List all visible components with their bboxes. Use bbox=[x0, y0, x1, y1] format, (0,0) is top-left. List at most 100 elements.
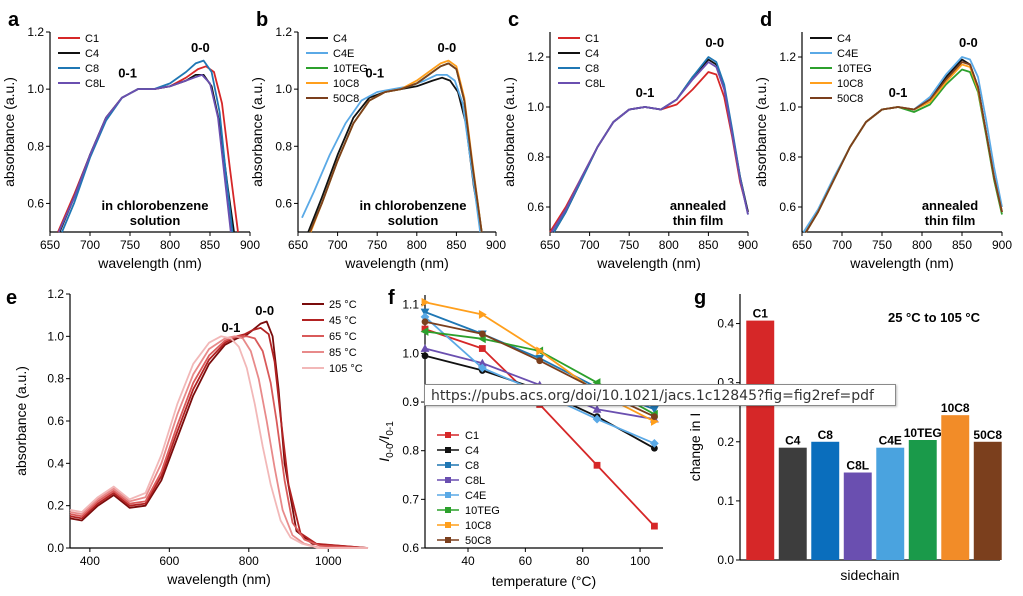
data-point bbox=[536, 357, 544, 365]
condition-note-line1: in chlorobenzene bbox=[360, 198, 467, 213]
legend-marker bbox=[445, 537, 451, 543]
x-axis-title: wavelength (nm) bbox=[596, 255, 701, 271]
panel-label: g bbox=[694, 287, 706, 309]
data-point bbox=[478, 345, 486, 352]
legend-label: C8 bbox=[85, 63, 99, 75]
series-line-25C bbox=[69, 320, 369, 549]
panel-label: b bbox=[256, 9, 268, 31]
y-tick-label: 0.4 bbox=[717, 317, 734, 331]
x-tick-label: 700 bbox=[580, 238, 600, 252]
x-tick-label: 700 bbox=[328, 238, 348, 252]
x-tick-label: 750 bbox=[872, 238, 892, 252]
series-line-50C8 bbox=[309, 62, 483, 233]
legend-label: 10C8 bbox=[333, 78, 359, 90]
legend-label: 10TEG bbox=[837, 63, 872, 75]
x-tick-label: 850 bbox=[446, 238, 466, 252]
x-axis-title: wavelength (nm) bbox=[97, 255, 202, 271]
y-axis-title: absorbance (a.u.) bbox=[249, 77, 265, 187]
data-point bbox=[536, 346, 545, 356]
x-tick-label: 900 bbox=[992, 238, 1012, 252]
y-tick-label: 1.0 bbox=[47, 329, 64, 343]
y-tick-label: 0.9 bbox=[402, 395, 419, 409]
x-tick-label: 800 bbox=[659, 238, 679, 252]
y-tick-label: 0.8 bbox=[27, 139, 44, 153]
annotation-0-0: 0-0 bbox=[191, 40, 210, 55]
x-tick-label: 750 bbox=[120, 238, 140, 252]
annotation-0-1: 0-1 bbox=[889, 85, 908, 100]
y-axis-title: absorbance (a.u.) bbox=[501, 77, 517, 187]
y-tick-label: 0.6 bbox=[527, 200, 544, 214]
panel-a: a 650 700 750 800 850 900 0.6 0.8 1.0 1.2 wavelengt… bbox=[1, 9, 260, 271]
x-tick-label: 900 bbox=[738, 238, 758, 252]
y-tick-label: 1.2 bbox=[527, 50, 544, 64]
y-tick-label: 0.8 bbox=[527, 150, 544, 164]
bar-10C8 bbox=[941, 415, 970, 560]
bar-label: C8L bbox=[846, 459, 869, 473]
bar-C1 bbox=[746, 320, 775, 560]
x-tick-label: 850 bbox=[952, 238, 972, 252]
x-tick-label: 40 bbox=[461, 554, 475, 568]
legend-marker bbox=[445, 507, 451, 513]
legend-label: 10TEG bbox=[465, 505, 500, 517]
annotation-0-1: 0-1 bbox=[365, 66, 384, 81]
bar-label: C1 bbox=[753, 307, 769, 321]
y-axis-title: change in I bbox=[687, 413, 703, 482]
y-tick-label: 1.0 bbox=[527, 100, 544, 114]
x-tick-label: 850 bbox=[698, 238, 718, 252]
legend-label: C1 bbox=[85, 33, 99, 45]
annotation-0-0: 0-0 bbox=[959, 35, 978, 50]
x-tick-label: 60 bbox=[519, 554, 533, 568]
legend-label: C8 bbox=[585, 63, 599, 75]
series-line-50C8 bbox=[805, 61, 1003, 233]
y-tick-label: 0.0 bbox=[47, 541, 64, 555]
y-tick-label: 0.2 bbox=[47, 499, 64, 513]
legend-marker bbox=[445, 477, 451, 483]
x-tick-label: 650 bbox=[540, 238, 560, 252]
data-point bbox=[592, 414, 602, 424]
x-tick-label: 100 bbox=[630, 554, 650, 568]
condition-note-line1: annealed bbox=[670, 198, 726, 213]
bar-label: 50C8 bbox=[973, 428, 1002, 442]
legend-label: 10TEG bbox=[333, 63, 368, 75]
y-tick-label: 0.2 bbox=[717, 435, 734, 449]
legend-label: C4 bbox=[85, 48, 99, 60]
x-tick-label: 650 bbox=[792, 238, 812, 252]
legend-marker bbox=[445, 522, 451, 528]
x-tick-label: 700 bbox=[832, 238, 852, 252]
annotation-0-1: 0-1 bbox=[222, 320, 241, 335]
panel-label: a bbox=[8, 9, 20, 31]
x-axis-title: temperature (°C) bbox=[492, 573, 596, 589]
condition-note-line2: solution bbox=[130, 213, 181, 228]
y-tick-label: 1.0 bbox=[402, 346, 419, 360]
legend-label: 25 °C bbox=[329, 299, 357, 311]
legend-label: 105 °C bbox=[329, 363, 363, 375]
panel-e: e 400 600 800 1000 0.0 0.2 0.4 0.6 0.8 1.0 1.2 wavel… bbox=[6, 287, 369, 587]
series-line-45C bbox=[69, 326, 369, 549]
y-tick-label: 0.8 bbox=[275, 139, 292, 153]
y-tick-label: 0.1 bbox=[717, 494, 734, 508]
y-tick-label: 1.0 bbox=[275, 82, 292, 96]
y-tick-label: 0.8 bbox=[402, 444, 419, 458]
panel-label: e bbox=[6, 287, 17, 309]
bar-C4E bbox=[876, 447, 905, 560]
condition-note-line2: thin film bbox=[673, 213, 724, 228]
y-tick-label: 1.2 bbox=[779, 50, 796, 64]
y-axis-title: absorbance (a.u.) bbox=[13, 366, 29, 476]
x-tick-label: 850 bbox=[200, 238, 220, 252]
legend-label: 50C8 bbox=[837, 93, 863, 105]
bar-10TEG bbox=[908, 440, 937, 560]
legend-label: 10C8 bbox=[837, 78, 863, 90]
legend-marker bbox=[445, 432, 451, 438]
x-axis-title: wavelength (nm) bbox=[166, 571, 271, 587]
series-line-C8 bbox=[61, 59, 234, 233]
legend-label: C8 bbox=[465, 460, 479, 472]
x-axis-title: wavelength (nm) bbox=[849, 255, 954, 271]
y-tick-label: 0.6 bbox=[402, 541, 419, 555]
y-axis-title: absorbance (a.u.) bbox=[753, 77, 769, 187]
legend-marker bbox=[445, 492, 451, 498]
legend-label: C4E bbox=[465, 490, 486, 502]
legend-label: C4 bbox=[837, 33, 851, 45]
data-point bbox=[420, 344, 430, 352]
data-point bbox=[421, 318, 429, 326]
